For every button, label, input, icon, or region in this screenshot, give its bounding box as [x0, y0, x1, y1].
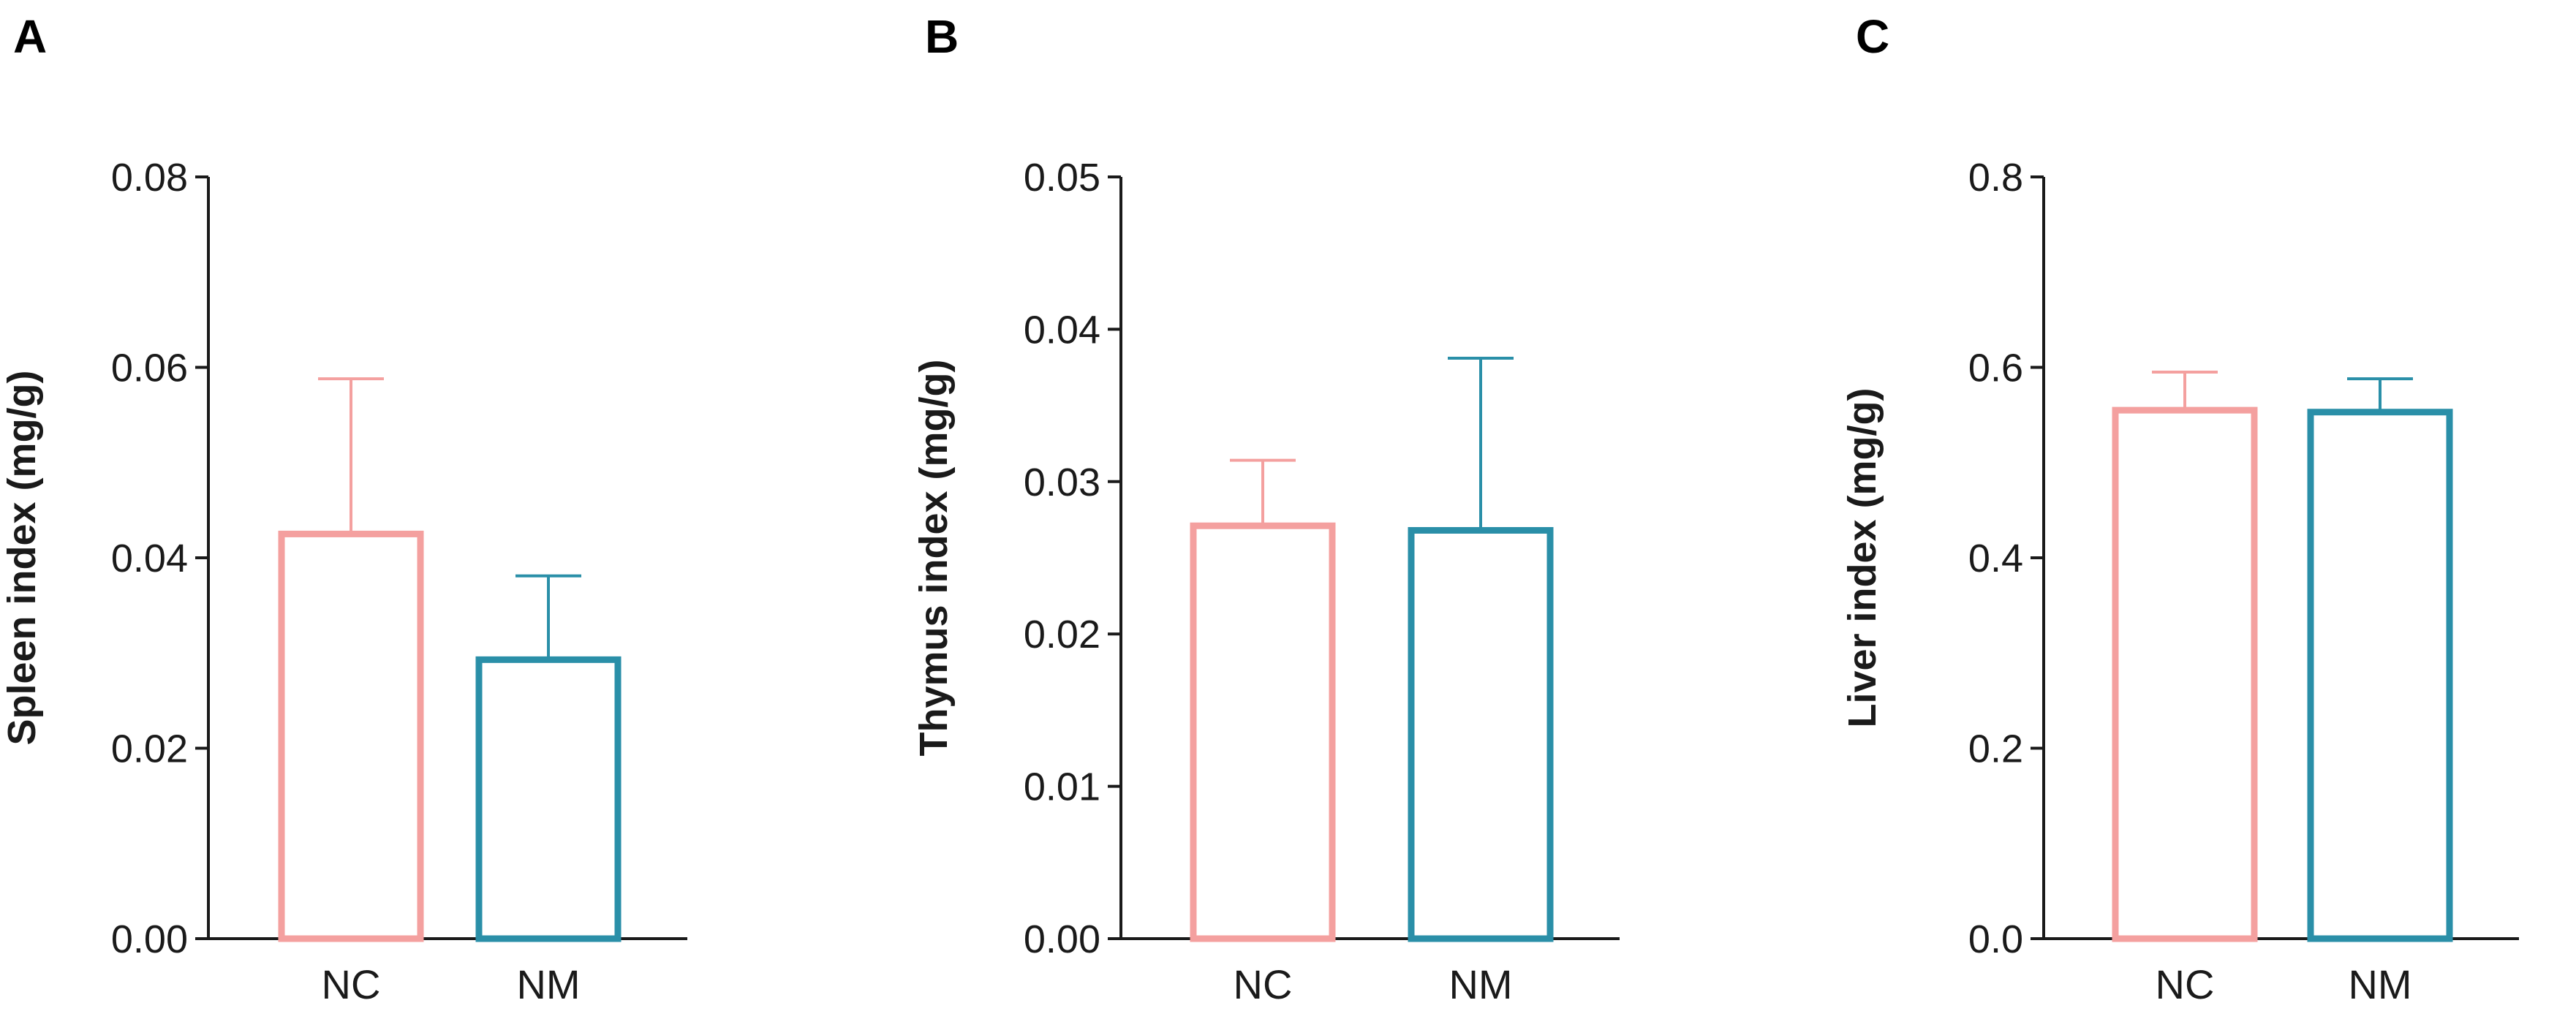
- panel-label: A: [13, 10, 47, 63]
- y-tick-label: 0.04: [1024, 308, 1100, 352]
- y-tick-label: 0.00: [1024, 917, 1100, 961]
- y-axis-title: Spleen index (mg/g): [0, 370, 44, 745]
- y-tick-label: 0.02: [1024, 613, 1100, 656]
- y-tick-label: 0.0: [1968, 917, 2023, 961]
- y-tick-label: 0.03: [1024, 461, 1100, 504]
- x-tick-label-nc: NC: [1234, 961, 1293, 1007]
- panel-label: C: [1856, 10, 1889, 63]
- y-tick-label: 0.01: [1024, 765, 1100, 809]
- y-tick-label: 0.06: [111, 347, 188, 390]
- y-tick-label: 0.02: [111, 727, 188, 771]
- y-tick-label: 0.8: [1968, 156, 2023, 200]
- chart-panel-b: B 0.00 0.01 0.02 0.03 0.04 0.05 Thymus index (m…: [912, 10, 1620, 1007]
- bar-nm: [1408, 526, 1554, 942]
- x-tick-label-nm: NM: [1448, 961, 1512, 1007]
- y-axis-title: Thymus index (mg/g): [912, 359, 956, 756]
- y-tick-label: 0.08: [111, 156, 188, 200]
- y-tick-label: 0.04: [111, 537, 188, 580]
- x-tick-label-nm: NM: [516, 961, 580, 1007]
- y-tick-label: 0.00: [111, 917, 188, 961]
- bar-nc: [2112, 406, 2258, 942]
- y-tick-label: 0.4: [1968, 537, 2023, 580]
- x-tick-label-nm: NM: [2348, 961, 2411, 1007]
- bar-nc: [278, 530, 424, 942]
- y-axis-title: Liver index (mg/g): [1840, 387, 1884, 727]
- chart-panel-a: A 0.00 0.02 0.04 0.06 0.08 Spleen index (mg/g)…: [0, 10, 687, 1007]
- bar-nm: [2307, 409, 2453, 942]
- x-tick-label-nc: NC: [322, 961, 381, 1007]
- chart-panel-c: C 0.0 0.2 0.4 0.6 0.8 Liver index (mg/g) NC NM: [1840, 10, 2519, 1007]
- y-tick-label: 0.05: [1024, 156, 1100, 200]
- y-tick-label: 0.2: [1968, 727, 2023, 771]
- x-tick-label-nc: NC: [2156, 961, 2215, 1007]
- panel-label: B: [925, 10, 959, 63]
- y-tick-label: 0.6: [1968, 347, 2023, 390]
- bar-nm: [475, 656, 622, 942]
- bar-nc: [1190, 522, 1336, 942]
